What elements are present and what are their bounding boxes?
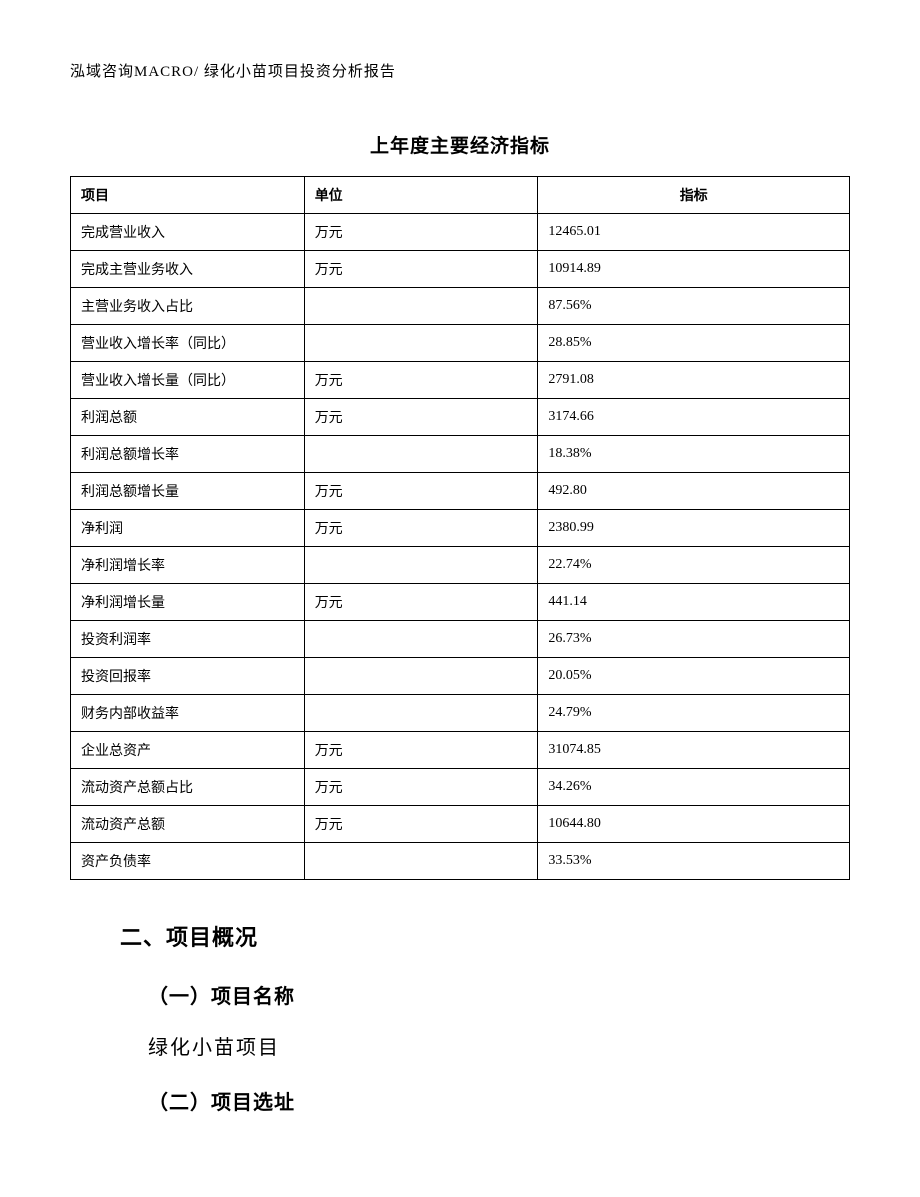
cell-item: 利润总额 bbox=[71, 399, 305, 436]
cell-unit bbox=[304, 843, 538, 880]
sub-heading-2: （二）项目选址 bbox=[120, 1086, 800, 1115]
cell-item: 投资利润率 bbox=[71, 621, 305, 658]
cell-item: 净利润增长量 bbox=[71, 584, 305, 621]
page-content: 泓域咨询MACRO/ 绿化小苗项目投资分析报告 上年度主要经济指标 项目 单位 … bbox=[0, 0, 920, 1197]
cell-item: 资产负债率 bbox=[71, 843, 305, 880]
cell-value: 2791.08 bbox=[538, 362, 850, 399]
cell-item: 投资回报率 bbox=[71, 658, 305, 695]
table-row: 财务内部收益率 24.79% bbox=[71, 695, 850, 732]
cell-item: 主营业务收入占比 bbox=[71, 288, 305, 325]
col-header-item: 项目 bbox=[71, 177, 305, 214]
sub-heading-1: （一）项目名称 bbox=[120, 980, 800, 1009]
economic-indicators-table: 项目 单位 指标 完成营业收入万元12465.01 完成主营业务收入万元1091… bbox=[70, 176, 850, 880]
table-row: 流动资产总额万元10644.80 bbox=[71, 806, 850, 843]
cell-item: 营业收入增长量（同比） bbox=[71, 362, 305, 399]
cell-value: 28.85% bbox=[538, 325, 850, 362]
cell-unit bbox=[304, 325, 538, 362]
table-row: 净利润增长率 22.74% bbox=[71, 547, 850, 584]
cell-item: 净利润增长率 bbox=[71, 547, 305, 584]
cell-item: 营业收入增长率（同比） bbox=[71, 325, 305, 362]
cell-unit: 万元 bbox=[304, 473, 538, 510]
table-header-row: 项目 单位 指标 bbox=[71, 177, 850, 214]
cell-unit: 万元 bbox=[304, 251, 538, 288]
table-row: 利润总额万元3174.66 bbox=[71, 399, 850, 436]
cell-unit: 万元 bbox=[304, 769, 538, 806]
cell-value: 34.26% bbox=[538, 769, 850, 806]
cell-value: 33.53% bbox=[538, 843, 850, 880]
project-name-text: 绿化小苗项目 bbox=[120, 1031, 800, 1060]
cell-value: 10914.89 bbox=[538, 251, 850, 288]
cell-value: 20.05% bbox=[538, 658, 850, 695]
table-row: 完成营业收入万元12465.01 bbox=[71, 214, 850, 251]
cell-value: 87.56% bbox=[538, 288, 850, 325]
table-row: 营业收入增长量（同比）万元2791.08 bbox=[71, 362, 850, 399]
table-row: 投资回报率 20.05% bbox=[71, 658, 850, 695]
table-body: 完成营业收入万元12465.01 完成主营业务收入万元10914.89 主营业务… bbox=[71, 214, 850, 880]
table-row: 投资利润率 26.73% bbox=[71, 621, 850, 658]
cell-value: 18.38% bbox=[538, 436, 850, 473]
table-row: 资产负债率 33.53% bbox=[71, 843, 850, 880]
cell-item: 流动资产总额 bbox=[71, 806, 305, 843]
cell-value: 10644.80 bbox=[538, 806, 850, 843]
cell-value: 26.73% bbox=[538, 621, 850, 658]
cell-unit bbox=[304, 695, 538, 732]
cell-value: 24.79% bbox=[538, 695, 850, 732]
cell-unit: 万元 bbox=[304, 399, 538, 436]
body-text: 二、项目概况 （一）项目名称 绿化小苗项目 （二）项目选址 bbox=[70, 920, 850, 1115]
table-row: 流动资产总额占比万元34.26% bbox=[71, 769, 850, 806]
table-title: 上年度主要经济指标 bbox=[70, 131, 850, 158]
cell-unit: 万元 bbox=[304, 584, 538, 621]
table-row: 企业总资产万元31074.85 bbox=[71, 732, 850, 769]
cell-item: 利润总额增长量 bbox=[71, 473, 305, 510]
page-header: 泓域咨询MACRO/ 绿化小苗项目投资分析报告 bbox=[70, 60, 850, 81]
cell-unit bbox=[304, 658, 538, 695]
col-header-value: 指标 bbox=[538, 177, 850, 214]
cell-item: 企业总资产 bbox=[71, 732, 305, 769]
cell-unit: 万元 bbox=[304, 806, 538, 843]
cell-item: 流动资产总额占比 bbox=[71, 769, 305, 806]
cell-unit: 万元 bbox=[304, 510, 538, 547]
cell-unit bbox=[304, 621, 538, 658]
table-row: 主营业务收入占比 87.56% bbox=[71, 288, 850, 325]
cell-value: 12465.01 bbox=[538, 214, 850, 251]
cell-item: 净利润 bbox=[71, 510, 305, 547]
cell-unit: 万元 bbox=[304, 732, 538, 769]
cell-unit bbox=[304, 436, 538, 473]
cell-value: 22.74% bbox=[538, 547, 850, 584]
cell-unit bbox=[304, 547, 538, 584]
col-header-unit: 单位 bbox=[304, 177, 538, 214]
cell-item: 利润总额增长率 bbox=[71, 436, 305, 473]
cell-value: 2380.99 bbox=[538, 510, 850, 547]
cell-value: 492.80 bbox=[538, 473, 850, 510]
cell-item: 完成营业收入 bbox=[71, 214, 305, 251]
table-row: 净利润万元2380.99 bbox=[71, 510, 850, 547]
cell-unit: 万元 bbox=[304, 362, 538, 399]
table-row: 利润总额增长量万元492.80 bbox=[71, 473, 850, 510]
cell-value: 31074.85 bbox=[538, 732, 850, 769]
cell-item: 完成主营业务收入 bbox=[71, 251, 305, 288]
table-row: 净利润增长量万元441.14 bbox=[71, 584, 850, 621]
cell-unit: 万元 bbox=[304, 214, 538, 251]
table-row: 利润总额增长率 18.38% bbox=[71, 436, 850, 473]
table-row: 营业收入增长率（同比） 28.85% bbox=[71, 325, 850, 362]
table-row: 完成主营业务收入万元10914.89 bbox=[71, 251, 850, 288]
cell-value: 441.14 bbox=[538, 584, 850, 621]
cell-unit bbox=[304, 288, 538, 325]
cell-value: 3174.66 bbox=[538, 399, 850, 436]
cell-item: 财务内部收益率 bbox=[71, 695, 305, 732]
section-heading-2: 二、项目概况 bbox=[120, 920, 800, 952]
